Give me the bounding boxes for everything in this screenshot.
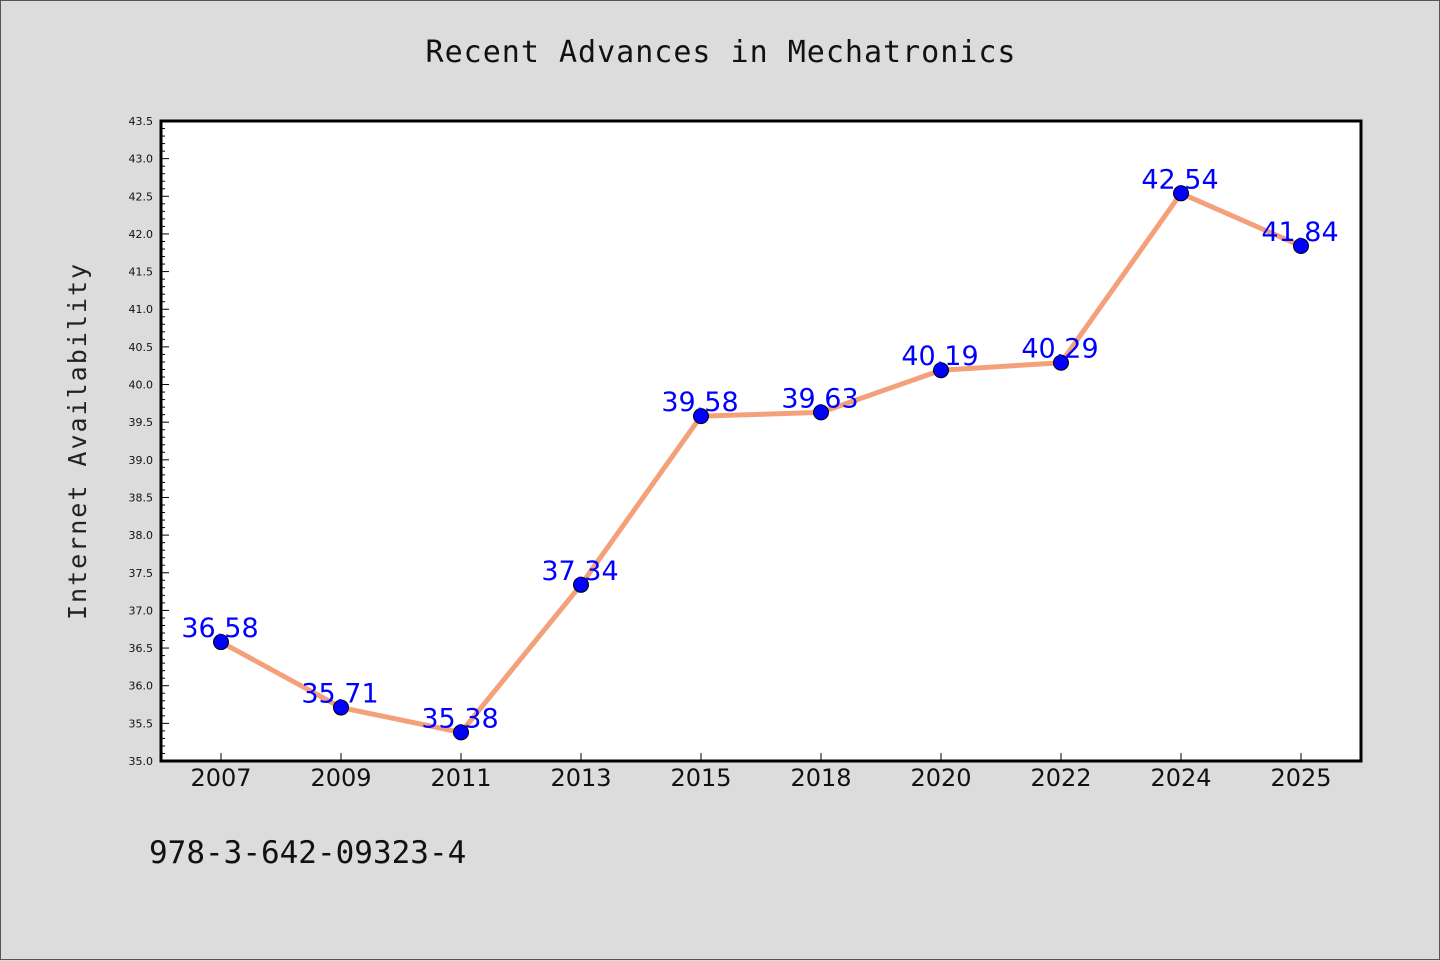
data-point: [813, 404, 829, 421]
y-tick-label: 42.0: [129, 228, 154, 241]
footer-code: 978-3-642-09323-4: [149, 835, 467, 871]
y-tick-label: 41.0: [129, 303, 154, 316]
data-point: [213, 634, 229, 651]
data-label: 35.38: [421, 703, 498, 734]
y-tick-label: 36.5: [129, 642, 154, 655]
y-tick-label: 36.0: [129, 680, 154, 693]
y-tick-label: 40.5: [129, 341, 154, 354]
y-tick-label: 37.0: [129, 604, 154, 617]
data-label: 36.58: [181, 613, 258, 644]
series-group: 36.58 35.71 35.38 37.34 39.58 39.63 40.19 40.29…: [181, 164, 1339, 741]
y-axis-label: Internet Availability: [63, 262, 92, 620]
y-tick-label: 37.5: [129, 567, 154, 580]
data-label: 40.19: [901, 341, 978, 372]
x-tick-label: 2024: [1150, 764, 1211, 792]
data-point: [1173, 185, 1189, 202]
x-tick-label: 2020: [910, 764, 971, 792]
data-point: [573, 576, 589, 593]
x-tick-label: 2015: [670, 764, 731, 792]
y-tick-label: 38.5: [129, 491, 154, 504]
x-axis: 2007 2009 2011 2013 2015 2018 2020 2022 2024 2025: [190, 753, 1332, 792]
x-tick-label: 2009: [310, 764, 371, 792]
x-tick-label: 2018: [790, 764, 851, 792]
data-label: 41.84: [1261, 217, 1338, 248]
plot-area: [159, 119, 1363, 763]
data-point: [933, 362, 949, 379]
y-tick-label: 42.5: [129, 190, 154, 203]
data-label: 40.29: [1021, 334, 1098, 365]
data-label: 39.58: [661, 387, 738, 418]
data-label: 39.63: [781, 383, 858, 414]
x-tick-label: 2011: [430, 764, 491, 792]
data-point: [693, 408, 709, 425]
x-tick-label: 2013: [550, 764, 611, 792]
y-tick-label: 35.0: [129, 755, 154, 768]
y-tick-label: 39.0: [129, 454, 154, 467]
data-label: 42.54: [1141, 164, 1218, 195]
chart-title: Recent Advances in Mechatronics: [425, 35, 1017, 70]
y-tick-label: 35.5: [129, 717, 154, 730]
data-point: [333, 699, 349, 716]
x-tick-label: 2007: [190, 764, 251, 792]
data-label: 35.71: [301, 679, 378, 710]
y-tick-label: 40.0: [129, 379, 154, 392]
y-tick-label: 41.5: [129, 266, 154, 279]
y-tick-label: 43.0: [129, 153, 154, 166]
x-tick-label: 2025: [1270, 764, 1331, 792]
series-line: [218, 190, 1304, 735]
y-tick-label: 39.5: [129, 416, 154, 429]
data-point: [1293, 237, 1309, 254]
data-label: 37.34: [541, 556, 618, 587]
y-axis: 35.0 35.5 36.0 36.5 37.0 37.5 38.0 38.5 39.0 39.5…: [129, 115, 169, 768]
x-tick-label: 2022: [1030, 764, 1091, 792]
data-point: [1053, 354, 1069, 371]
y-tick-label: 38.0: [129, 529, 154, 542]
y-tick-label: 43.5: [129, 115, 154, 128]
data-point: [453, 724, 469, 741]
